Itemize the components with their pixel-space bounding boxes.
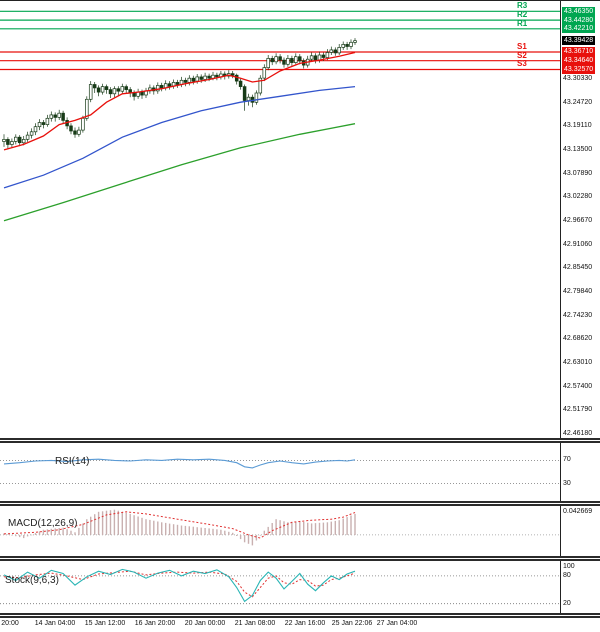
macd-signal-line — [3, 511, 356, 539]
price-tick-label: 43.24720 — [563, 98, 593, 106]
price-svg — [0, 10, 560, 222]
price-tick-label: 42.46180 — [563, 429, 593, 437]
ma-mid-line — [3, 85, 356, 189]
ma-slow-line — [3, 123, 356, 222]
candles-layer — [2, 38, 357, 149]
time-tick-label: 16 Jan 20:00 — [134, 620, 176, 627]
time-tick-label: 25 Jan 22:06 — [331, 620, 373, 627]
stoch-row: Stock(9,6,3) 100 80 20 — [0, 561, 600, 613]
price-axis: 43.46350 43.44280 43.42210 43.36710 43.34640… — [561, 1, 600, 438]
rsi-line — [3, 458, 356, 469]
rsi-axis-label: 30 — [563, 479, 571, 487]
macd-histogram — [3, 509, 356, 546]
time-tick-label: 21 Jan 08:00 — [234, 620, 276, 627]
ma-fast-line — [3, 51, 356, 151]
stoch-d-line — [3, 570, 356, 598]
price-tick-label: 42.85450 — [563, 264, 593, 272]
panel-divider — [0, 613, 600, 618]
time-tick-label: 20:00 — [1, 620, 19, 627]
stoch-axis-label: 80 — [563, 571, 571, 579]
price-tick-label: 42.68620 — [563, 335, 593, 343]
time-tick-label: 20 Jan 00:00 — [184, 620, 226, 627]
pivot-level-label-s1: S1 — [517, 41, 527, 51]
pivot-level-label-s3: S3 — [517, 59, 527, 69]
stoch-label: Stock(9,6,3) — [5, 575, 59, 586]
macd-panel[interactable]: MACD(12,26,9) — [0, 506, 561, 556]
time-tick-label: 14 Jan 04:00 — [34, 620, 76, 627]
price-tick-label: 43.19110 — [563, 122, 592, 130]
level-price-box-r1: 43.42210 — [562, 24, 596, 34]
price-tick-label: 43.30330 — [563, 74, 593, 82]
rsi-row: RSI(14) 70 30 — [0, 443, 600, 501]
level-price-box-s1: 43.36710 — [562, 47, 596, 57]
rsi-svg — [0, 458, 560, 484]
pivot-level-label-s2: S2 — [517, 50, 527, 60]
price-tick-label: 43.13500 — [563, 145, 593, 153]
price-tick-label: 42.79840 — [563, 287, 593, 295]
stoch-k-line — [3, 568, 356, 603]
stoch-axis-label: 100 — [563, 562, 575, 570]
price-tick-label: 43.02280 — [563, 193, 593, 201]
pivot-level-label-r1: R1 — [517, 18, 528, 28]
price-row: R3 R2 R1 S1 S2 S3 43.46350 43.44280 43.42210 43.… — [0, 1, 600, 438]
price-panel[interactable]: R3 R2 R1 S1 S2 S3 — [0, 1, 561, 438]
pivot-level-label-r2: R2 — [517, 10, 528, 20]
level-price-box-r2: 43.44280 — [562, 15, 596, 25]
stoch-axis-label: 20 — [563, 599, 571, 607]
panel-divider — [0, 438, 600, 443]
stoch-panel[interactable]: Stock(9,6,3) — [0, 561, 561, 613]
rsi-axis-label: 70 — [563, 456, 571, 464]
rsi-label: RSI(14) — [55, 456, 90, 467]
price-tick-label: 42.91060 — [563, 240, 593, 248]
current-price-box: 43.39428 — [562, 36, 596, 46]
time-tick-label: 22 Jan 16:00 — [284, 620, 326, 627]
panel-divider — [0, 501, 600, 506]
macd-value-label: 0.042669 — [563, 508, 593, 516]
stoch-svg — [0, 568, 560, 605]
time-axis: 20:00 14 Jan 04:00 15 Jan 12:00 16 Jan 20:0… — [0, 618, 600, 632]
macd-svg — [0, 509, 560, 546]
time-tick-label: 27 Jan 04:00 — [376, 620, 418, 627]
pivot-level-label-r3: R3 — [517, 1, 528, 11]
price-tick-label: 42.51790 — [563, 406, 593, 414]
level-price-box-r3: 43.46350 — [562, 6, 596, 16]
price-tick-label: 42.63010 — [563, 358, 593, 366]
level-price-box-s3: 43.32570 — [562, 64, 596, 74]
price-tick-label: 43.07890 — [563, 169, 593, 177]
macd-row: MACD(12,26,9) 0.042669 — [0, 506, 600, 556]
macd-label: MACD(12,26,9) — [8, 518, 78, 529]
level-price-box-s2: 43.34640 — [562, 56, 596, 66]
price-tick-label: 42.74230 — [563, 311, 593, 319]
panel-divider — [0, 556, 600, 561]
time-tick-label: 15 Jan 12:00 — [84, 620, 126, 627]
rsi-axis: 70 30 — [561, 443, 600, 501]
stoch-axis: 100 80 20 — [561, 561, 600, 613]
price-tick-label: 42.96670 — [563, 216, 593, 224]
macd-axis: 0.042669 — [561, 506, 600, 556]
rsi-panel[interactable]: RSI(14) — [0, 443, 561, 501]
price-tick-label: 42.57400 — [563, 382, 593, 390]
